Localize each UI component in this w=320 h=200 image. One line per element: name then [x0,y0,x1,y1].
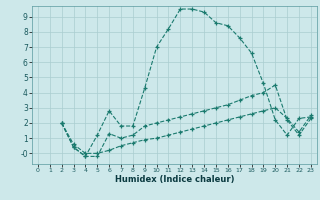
X-axis label: Humidex (Indice chaleur): Humidex (Indice chaleur) [115,175,234,184]
